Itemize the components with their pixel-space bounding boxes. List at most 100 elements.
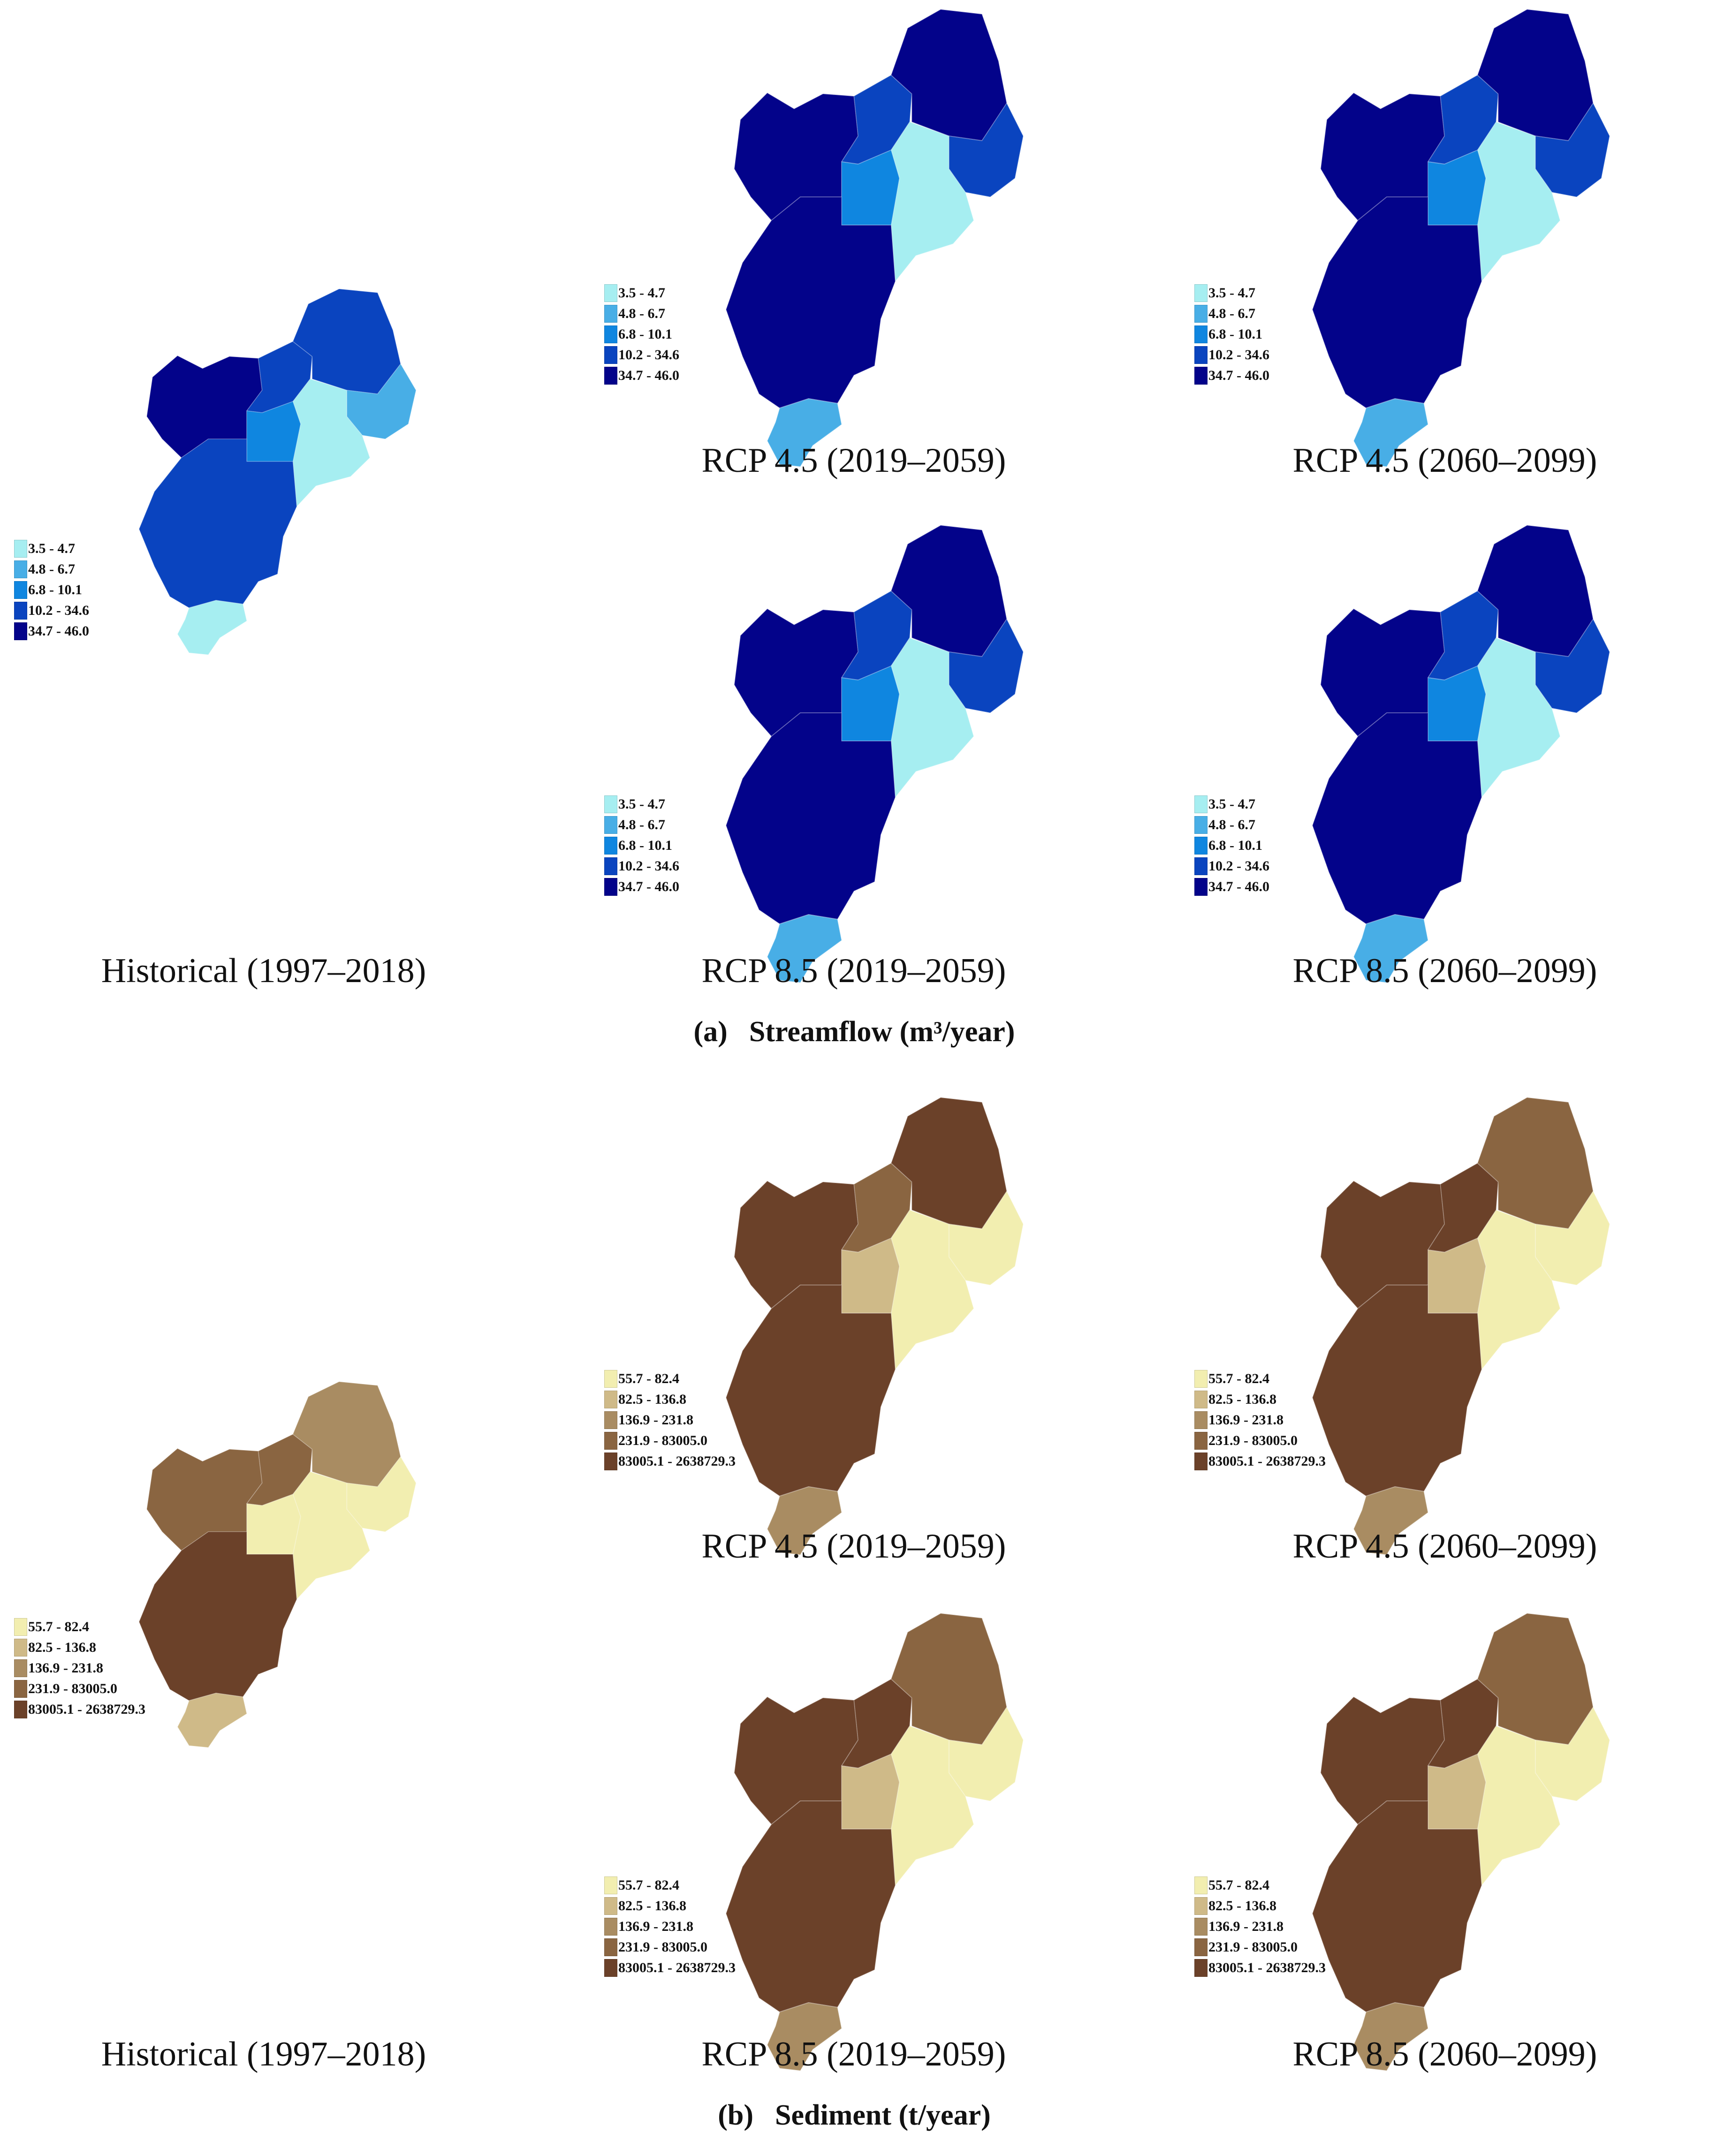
streamflow-legend-label: 34.7 - 46.0	[618, 879, 679, 894]
streamflow-legend-item: 6.8 - 10.1	[604, 324, 679, 345]
streamflow-subbasin-south-tip	[1353, 398, 1428, 467]
streamflow-subbasin-south-tip	[177, 600, 247, 655]
sediment-label-rcp85-2019: RCP 8.5 (2019–2059)	[701, 2035, 1006, 2073]
streamflow-subbasin-south	[725, 197, 896, 409]
sediment-map-svg	[725, 1097, 1024, 1555]
streamflow-legend-label: 10.2 - 34.6	[28, 603, 89, 618]
sediment-legend-label: 136.9 - 231.8	[1208, 1919, 1284, 1934]
sediment-legend-swatch	[1194, 1918, 1208, 1936]
streamflow-legend-label: 6.8 - 10.1	[618, 838, 672, 853]
streamflow-legend-label: 4.8 - 6.7	[28, 561, 75, 577]
streamflow-legend-swatch	[14, 560, 27, 578]
sediment-legend-swatch	[14, 1639, 27, 1657]
streamflow-legend-swatch	[604, 367, 617, 385]
sediment-legend-item: 82.5 - 136.8	[604, 1389, 736, 1410]
sediment-legend-label: 83005.1 - 2638729.3	[28, 1702, 145, 1717]
sediment-legend-item: 83005.1 - 2638729.3	[604, 1958, 736, 1978]
streamflow-subbasin-south-tip	[767, 398, 842, 467]
sediment-legend-item: 82.5 - 136.8	[14, 1637, 145, 1658]
streamflow-map-rcp45-2060	[1304, 0, 1709, 469]
sediment-subbasin-south-tip	[1353, 2002, 1428, 2071]
streamflow-label-historical: Historical (1997–2018)	[101, 952, 426, 990]
streamflow-legend-swatch	[604, 795, 617, 813]
streamflow-legend-item: 6.8 - 10.1	[14, 580, 89, 600]
streamflow-legend-label: 3.5 - 4.7	[618, 285, 665, 301]
sediment-legend-swatch	[1194, 1411, 1208, 1429]
sediment-legend-item: 231.9 - 83005.0	[1194, 1937, 1326, 1958]
streamflow-legend-swatch	[1194, 837, 1208, 855]
sediment-map-historical	[131, 1374, 516, 1749]
sediment-legend-label: 55.7 - 82.4	[618, 1371, 679, 1386]
sediment-subbasin-south	[1312, 1285, 1482, 1497]
streamflow-legend-swatch	[14, 540, 27, 558]
streamflow-legend-item: 34.7 - 46.0	[1194, 877, 1269, 897]
streamflow-subbasin-south	[1312, 197, 1482, 409]
sediment-legend-swatch	[1194, 1876, 1208, 1894]
streamflow-legend-item: 34.7 - 46.0	[1194, 365, 1269, 386]
streamflow-legend-swatch	[1194, 878, 1208, 896]
sediment-subbasin-south	[138, 1531, 297, 1701]
sediment-legend-swatch	[604, 1452, 617, 1470]
streamflow-legend-rcp45-2060: 3.5 - 4.7 4.8 - 6.7 6.8 - 10.1 10.2 - 34.6 3…	[1194, 283, 1269, 386]
streamflow-subbasin-south	[138, 439, 297, 608]
sediment-legend-label: 82.5 - 136.8	[1208, 1392, 1276, 1407]
streamflow-legend-label: 10.2 - 34.6	[1208, 347, 1269, 363]
streamflow-map-svg	[138, 288, 417, 655]
sediment-legend-swatch	[1194, 1391, 1208, 1408]
streamflow-legend-item: 34.7 - 46.0	[14, 621, 89, 642]
streamflow-legend-label: 10.2 - 34.6	[618, 858, 679, 874]
streamflow-subbasin-south-tip	[1353, 914, 1428, 983]
sediment-legend-label: 83005.1 - 2638729.3	[618, 1960, 736, 1975]
sediment-legend-label: 83005.1 - 2638729.3	[618, 1453, 736, 1469]
streamflow-legend-swatch	[1194, 816, 1208, 834]
sediment-label-historical: Historical (1997–2018)	[101, 2035, 426, 2073]
streamflow-legend-label: 4.8 - 6.7	[1208, 306, 1255, 321]
sediment-legend-label: 55.7 - 82.4	[1208, 1371, 1269, 1386]
sediment-label-rcp85-2060: RCP 8.5 (2060–2099)	[1292, 2035, 1597, 2073]
sediment-legend-item: 55.7 - 82.4	[604, 1875, 736, 1896]
sediment-legend-swatch	[604, 1938, 617, 1956]
sediment-map-svg	[1312, 1097, 1610, 1555]
sediment-legend-swatch	[604, 1370, 617, 1388]
sediment-legend-label: 231.9 - 83005.0	[618, 1433, 707, 1448]
sediment-subbasin-south-tip	[767, 1486, 842, 1555]
streamflow-legend-swatch	[14, 622, 27, 640]
sediment-legend-label: 136.9 - 231.8	[618, 1412, 693, 1428]
streamflow-legend-item: 10.2 - 34.6	[604, 856, 679, 877]
sediment-legend-label: 55.7 - 82.4	[28, 1619, 89, 1634]
streamflow-legend-item: 6.8 - 10.1	[1194, 324, 1269, 345]
streamflow-legend-swatch	[604, 325, 617, 343]
streamflow-legend-swatch	[604, 878, 617, 896]
sediment-legend-item: 82.5 - 136.8	[604, 1896, 736, 1916]
streamflow-legend-swatch	[604, 305, 617, 323]
streamflow-legend-label: 34.7 - 46.0	[618, 368, 679, 383]
streamflow-legend-label: 3.5 - 4.7	[28, 541, 75, 556]
sediment-legend-swatch	[1194, 1452, 1208, 1470]
sediment-legend-swatch	[604, 1918, 617, 1936]
sediment-subbasin-south-tip	[767, 2002, 842, 2071]
streamflow-legend-item: 6.8 - 10.1	[1194, 835, 1269, 856]
streamflow-legend-label: 3.5 - 4.7	[618, 796, 665, 812]
streamflow-legend-item: 6.8 - 10.1	[604, 835, 679, 856]
sediment-legend-rcp85-2060: 55.7 - 82.4 82.5 - 136.8 136.9 - 231.8 231.…	[1194, 1875, 1326, 1978]
sediment-section-title: (b) Sediment (t/year)	[526, 2099, 1183, 2132]
sediment-legend-label: 83005.1 - 2638729.3	[1208, 1453, 1326, 1469]
streamflow-legend-rcp45-2019: 3.5 - 4.7 4.8 - 6.7 6.8 - 10.1 10.2 - 34.6 3…	[604, 283, 679, 386]
sediment-subbasin-south-tip	[1353, 1486, 1428, 1555]
sediment-legend-label: 231.9 - 83005.0	[618, 1939, 707, 1955]
sediment-legend-item: 83005.1 - 2638729.3	[1194, 1451, 1326, 1472]
sediment-legend-label: 136.9 - 231.8	[28, 1660, 103, 1676]
streamflow-label-rcp85-2019: RCP 8.5 (2019–2059)	[701, 952, 1006, 990]
streamflow-legend-item: 4.8 - 6.7	[1194, 303, 1269, 324]
streamflow-legend-historical: 3.5 - 4.7 4.8 - 6.7 6.8 - 10.1 10.2 - 34.6 3…	[14, 538, 89, 642]
sediment-legend-item: 136.9 - 231.8	[1194, 1410, 1326, 1430]
sediment-legend-item: 231.9 - 83005.0	[14, 1679, 145, 1699]
sediment-legend-rcp45-2019: 55.7 - 82.4 82.5 - 136.8 136.9 - 231.8 231.…	[604, 1369, 736, 1472]
streamflow-legend-item: 10.2 - 34.6	[604, 345, 679, 365]
streamflow-section-tag: (a)	[693, 1016, 728, 1048]
streamflow-legend-swatch	[1194, 795, 1208, 813]
sediment-legend-swatch	[1194, 1432, 1208, 1450]
sediment-legend-label: 136.9 - 231.8	[1208, 1412, 1284, 1428]
sediment-section-name: Sediment (t/year)	[775, 2099, 991, 2131]
streamflow-legend-swatch	[14, 602, 27, 620]
